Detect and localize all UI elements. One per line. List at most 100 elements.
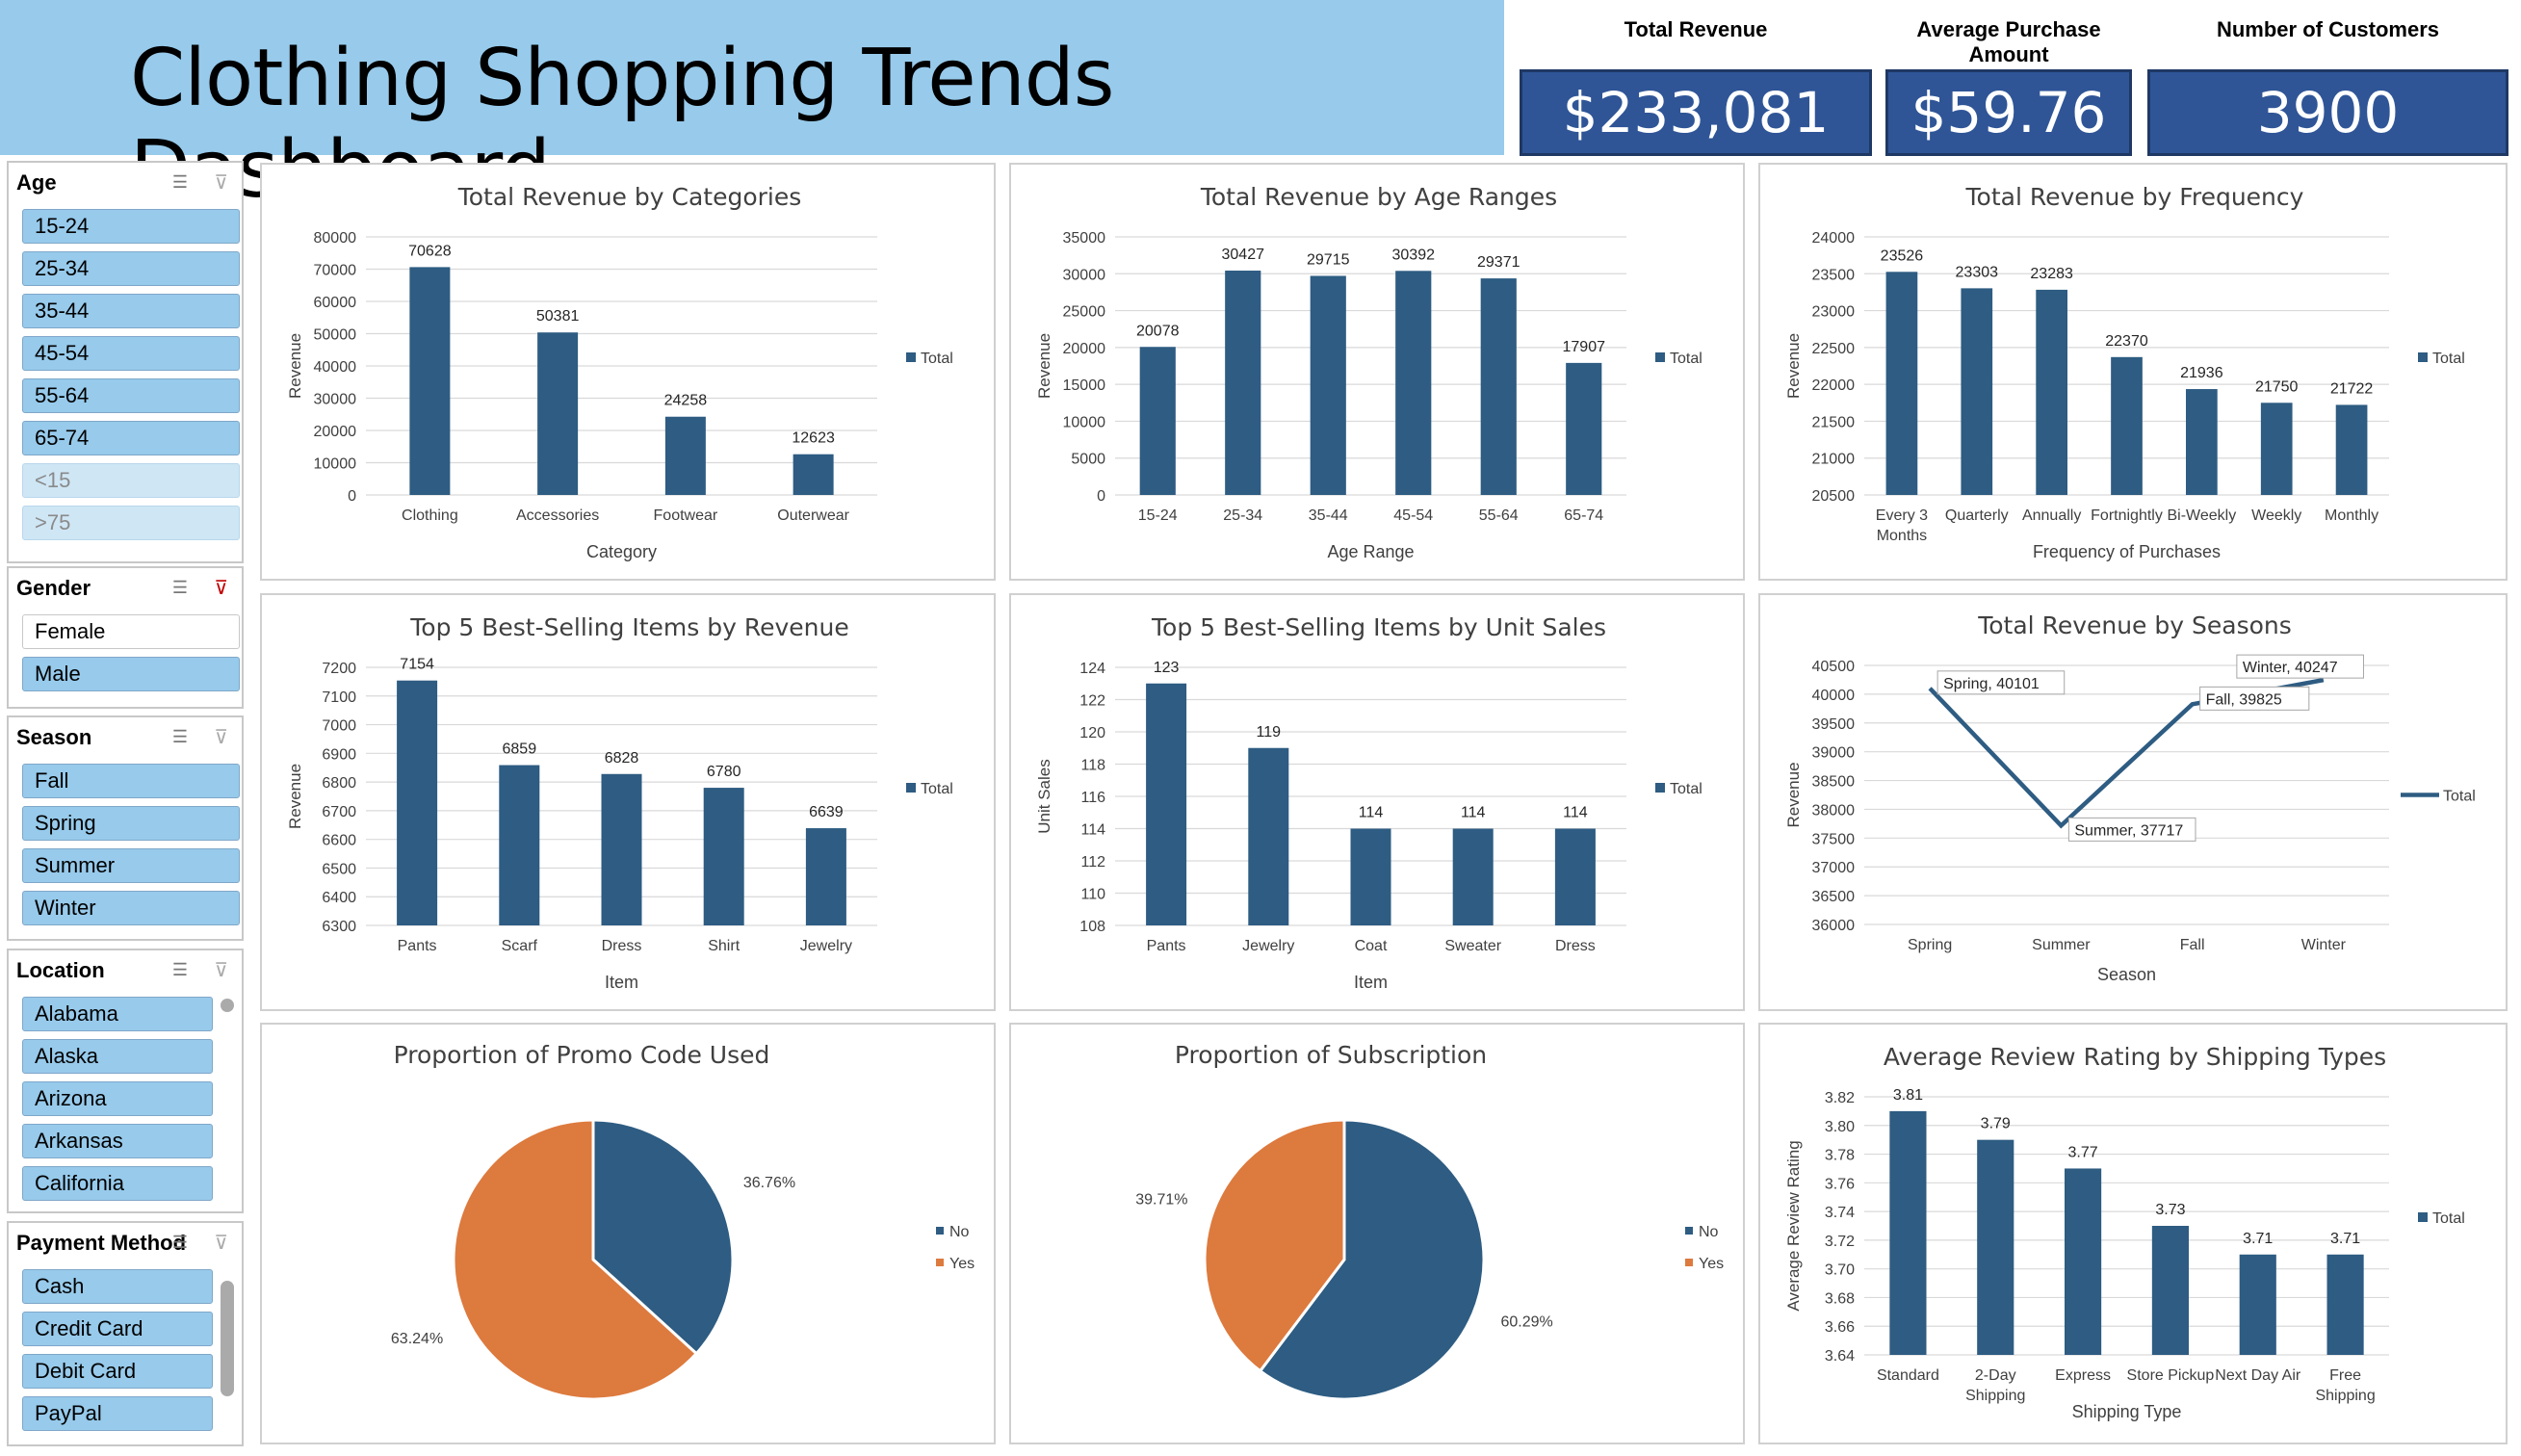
legend-label: Total — [2443, 789, 2476, 805]
y-tick-label: 20000 — [314, 424, 357, 440]
slicer-item-location[interactable]: California — [22, 1166, 213, 1201]
slicer-item-season[interactable]: Summer — [22, 848, 240, 883]
clear-filter-icon[interactable]: ⊽ — [214, 172, 228, 194]
slicer-item-age[interactable]: 45-54 — [22, 336, 240, 371]
data-label: 3.71 — [2330, 1231, 2360, 1247]
slicer-item-age[interactable]: 35-44 — [22, 294, 240, 328]
y-tick-label: 22000 — [1812, 377, 1856, 394]
x-tick-label: Winter — [2301, 937, 2347, 953]
multi-select-icon[interactable]: ☰ — [171, 960, 188, 979]
x-tick-label: 45-54 — [1393, 507, 1433, 524]
y-tick-label: 108 — [1079, 919, 1105, 935]
x-tick-label: Shipping — [2315, 1388, 2375, 1404]
bar — [1139, 347, 1176, 495]
kpi-number-of-customers: 3900 — [2147, 69, 2508, 156]
multi-select-icon[interactable]: ☰ — [171, 172, 188, 192]
slicer-title: Payment Method — [16, 1231, 187, 1255]
x-axis-label: Age Range — [1327, 542, 1414, 561]
slicer-item-age[interactable]: 55-64 — [22, 378, 240, 413]
y-tick-label: 10000 — [1063, 414, 1106, 430]
x-tick-label: Sweater — [1444, 938, 1501, 954]
y-tick-label: 120 — [1079, 725, 1105, 741]
data-label-box — [1936, 670, 2066, 695]
data-label: 3.71 — [2243, 1231, 2273, 1247]
data-label-box — [2199, 686, 2310, 711]
slicer-item-season[interactable]: Spring — [22, 806, 240, 841]
chart-title: Proportion of Promo Code Used — [394, 1041, 770, 1069]
y-tick-label: 60000 — [314, 295, 357, 311]
chart-revenue-by-seasons: Total Revenue by Seasons 36000 36500 37000 3… — [1784, 611, 2476, 984]
scrollbar-thumb[interactable] — [221, 1281, 234, 1396]
y-tick-label: 20000 — [1063, 341, 1106, 357]
x-tick-label: Free — [2329, 1367, 2361, 1384]
data-label: 23283 — [2030, 266, 2073, 282]
slicer-item-location[interactable]: Alaska — [22, 1039, 213, 1074]
y-tick-label: 23000 — [1812, 304, 1856, 321]
x-axis-label: Shipping Type — [2072, 1402, 2182, 1421]
y-tick-label: 122 — [1079, 693, 1105, 710]
x-tick-label: Footwear — [654, 507, 718, 524]
slicer-item-season[interactable]: Fall — [22, 764, 240, 798]
y-axis-label: Revenue — [1784, 333, 1803, 399]
y-axis-label: Average Review Rating — [1784, 1140, 1803, 1311]
slicer-item-payment[interactable]: Credit Card — [22, 1312, 213, 1346]
slicer-item-payment[interactable]: Cash — [22, 1269, 213, 1304]
kpi-label-total-revenue: Total Revenue — [1624, 17, 1768, 41]
legend-label: No — [949, 1224, 970, 1240]
x-axis-label: Category — [586, 542, 657, 561]
x-tick-label: Clothing — [402, 507, 458, 524]
slicer-item-gender[interactable]: Male — [22, 657, 240, 691]
scrollbar-thumb[interactable] — [221, 999, 234, 1012]
slicer-item-age[interactable]: 25-34 — [22, 251, 240, 286]
clear-filter-icon[interactable]: ⊽ — [214, 727, 228, 748]
slicer-item-season[interactable]: Winter — [22, 891, 240, 925]
x-tick-label: Months — [1877, 528, 1927, 544]
slicer-item-payment[interactable]: PayPal — [22, 1396, 213, 1431]
multi-select-icon[interactable]: ☰ — [171, 578, 188, 597]
y-tick-label: 3.82 — [1825, 1090, 1855, 1106]
x-tick-label: Shirt — [708, 938, 740, 954]
slicer-item-gender[interactable]: Female — [22, 614, 240, 649]
bar — [2260, 403, 2293, 495]
y-tick-label: 110 — [1080, 887, 1105, 903]
y-tick-label: 40000 — [314, 359, 357, 376]
y-tick-label: 116 — [1080, 790, 1105, 806]
data-label: Spring, 40101 — [1943, 676, 2040, 692]
pie-slice — [591, 1118, 735, 1356]
slicer-item-location[interactable]: Arkansas — [22, 1124, 213, 1158]
bar — [1889, 1110, 1927, 1355]
y-tick-label: 6700 — [322, 804, 356, 820]
x-axis-label: Frequency of Purchases — [2033, 542, 2221, 561]
kpi-total-revenue: $233,081 — [1520, 69, 1872, 156]
data-label: 3.73 — [2155, 1202, 2185, 1218]
y-tick-label: 37000 — [1812, 860, 1856, 876]
multi-select-icon[interactable]: ☰ — [171, 1233, 188, 1252]
slicer-item-age[interactable]: >75 — [22, 506, 240, 540]
slicer-item-location[interactable]: Arizona — [22, 1081, 213, 1116]
x-axis-label: Season — [2097, 965, 2156, 984]
slicer-item-location[interactable]: Alabama — [22, 997, 213, 1031]
chart-top5-revenue: Top 5 Best-Selling Items by Revenue 6300 6… — [286, 613, 953, 992]
y-tick-label: 20500 — [1812, 488, 1856, 505]
data-label: 21722 — [2330, 380, 2374, 397]
y-tick-label: 3.66 — [1825, 1319, 1855, 1336]
bar — [2239, 1254, 2276, 1355]
slicer-item-age[interactable]: <15 — [22, 463, 240, 498]
y-tick-label: 3.64 — [1825, 1348, 1855, 1365]
panel-revenue-by-age: Total Revenue by Age Ranges 0 5000 10000 150… — [1009, 163, 1745, 581]
slicer-item-age[interactable]: 15-24 — [22, 209, 240, 244]
clear-filter-icon[interactable]: ⊽ — [214, 1233, 228, 1254]
bar — [1225, 271, 1261, 495]
data-label: 114 — [1461, 805, 1486, 821]
data-label: 23526 — [1881, 247, 1924, 264]
slicer-header: Payment Method ☰ ⊽ — [9, 1223, 242, 1260]
slicer-item-age[interactable]: 65-74 — [22, 421, 240, 455]
chart-subscription: Proportion of Subscription 60.29% 39.71% No… — [1135, 1041, 1724, 1401]
bar — [409, 267, 451, 495]
legend-marker — [2418, 1212, 2428, 1222]
clear-filter-icon[interactable]: ⊽ — [214, 578, 228, 599]
slicer-item-payment[interactable]: Debit Card — [22, 1354, 213, 1389]
clear-filter-icon[interactable]: ⊽ — [214, 960, 228, 981]
multi-select-icon[interactable]: ☰ — [171, 727, 188, 746]
y-tick-label: 36000 — [1812, 918, 1856, 934]
